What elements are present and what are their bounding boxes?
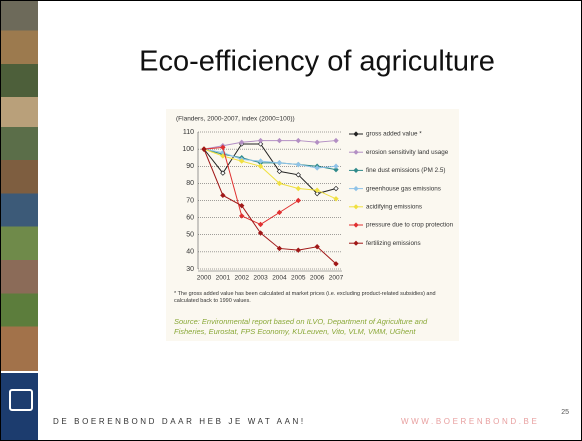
x-tick-label: 2001	[216, 275, 231, 282]
point-marker	[257, 230, 264, 236]
point-marker	[239, 202, 245, 209]
y-tick-label: 60	[186, 214, 194, 221]
y-tick-label: 70	[186, 197, 194, 204]
x-tick-label: 2005	[291, 275, 306, 282]
series-line	[203, 148, 337, 171]
x-tick-label: 2004	[272, 275, 287, 282]
website: WWW.BOERENBOND.BE	[401, 417, 539, 426]
point-marker	[314, 190, 320, 197]
point-marker	[239, 213, 245, 219]
point-marker	[257, 141, 264, 147]
point-marker	[333, 163, 339, 169]
legend-label: greenhouse gas emissions	[366, 185, 441, 192]
legend-marker	[353, 167, 359, 173]
legend-label: acidifying emissions	[366, 203, 422, 210]
point-marker	[257, 158, 264, 164]
y-tick-label: 100	[182, 146, 194, 153]
photo-strip	[1, 1, 38, 371]
point-marker	[333, 137, 339, 144]
point-marker	[239, 158, 245, 164]
point-marker	[314, 139, 320, 145]
point-marker	[239, 139, 245, 145]
point-marker	[220, 144, 226, 151]
slide-title: Eco-efficiency of agriculture	[139, 46, 495, 78]
point-marker	[295, 185, 301, 192]
point-marker	[314, 244, 320, 250]
y-tick-label: 30	[186, 266, 194, 273]
series-line	[203, 140, 337, 150]
point-marker	[276, 245, 283, 252]
y-tick-label: 50	[186, 232, 194, 239]
point-marker	[257, 163, 264, 169]
footnote: * The gross added value has been calcula…	[174, 291, 436, 304]
x-tick-label: 2003	[253, 275, 268, 282]
x-tick-label: 2000	[197, 275, 212, 282]
point-marker	[220, 153, 226, 159]
point-marker	[276, 137, 283, 144]
logo-mark	[9, 389, 33, 411]
point-marker	[276, 160, 283, 166]
x-tick-label: 2006	[310, 275, 325, 282]
series-line	[203, 148, 337, 200]
point-marker	[295, 172, 301, 178]
point-marker	[276, 168, 283, 175]
legend-label: erosion sensitivity land usage	[366, 149, 449, 156]
point-marker	[276, 209, 283, 216]
point-marker	[201, 146, 207, 152]
series-line	[203, 148, 337, 169]
point-marker	[333, 196, 339, 202]
legend-marker	[353, 131, 359, 137]
series-line	[203, 143, 337, 195]
source: Source: Environmental report based on IL…	[174, 317, 428, 336]
point-marker	[295, 161, 301, 168]
legend-label: gross added value *	[366, 131, 422, 138]
legend-label: pressure due to crop protection	[366, 222, 454, 229]
point-marker	[257, 221, 264, 228]
point-marker	[333, 185, 339, 192]
chart-subtitle: (Flanders, 2000-2007, index (2000=100))	[176, 116, 295, 123]
point-marker	[276, 180, 283, 187]
legend-label: fine dust emissions (PM 2.5)	[366, 167, 445, 174]
legend-marker	[353, 204, 359, 210]
page-number: 25	[561, 409, 569, 416]
point-marker	[314, 165, 320, 171]
y-tick-label: 40	[186, 249, 194, 256]
x-tick-label: 2007	[329, 275, 344, 282]
legend-marker	[353, 222, 359, 228]
y-tick-label: 80	[186, 180, 194, 187]
x-tick-label: 2002	[234, 275, 249, 282]
legend-marker	[353, 186, 359, 192]
point-marker	[295, 247, 301, 253]
legend-marker	[353, 149, 359, 155]
point-marker	[295, 137, 301, 144]
point-marker	[333, 166, 339, 173]
y-tick-label: 110	[183, 129, 194, 136]
point-marker	[333, 261, 339, 267]
point-marker	[257, 137, 264, 144]
point-marker	[220, 192, 226, 199]
y-tick-label: 90	[186, 163, 194, 170]
series-line	[203, 146, 299, 226]
point-marker	[295, 197, 301, 204]
point-marker	[220, 170, 226, 176]
legend-label: fertilizing emissions	[366, 240, 421, 247]
series-line	[203, 148, 337, 265]
point-marker	[314, 187, 320, 193]
footer: DE BOERENBOND DAAR HEB JE WAT AAN!	[53, 417, 306, 426]
legend-marker	[353, 240, 359, 246]
